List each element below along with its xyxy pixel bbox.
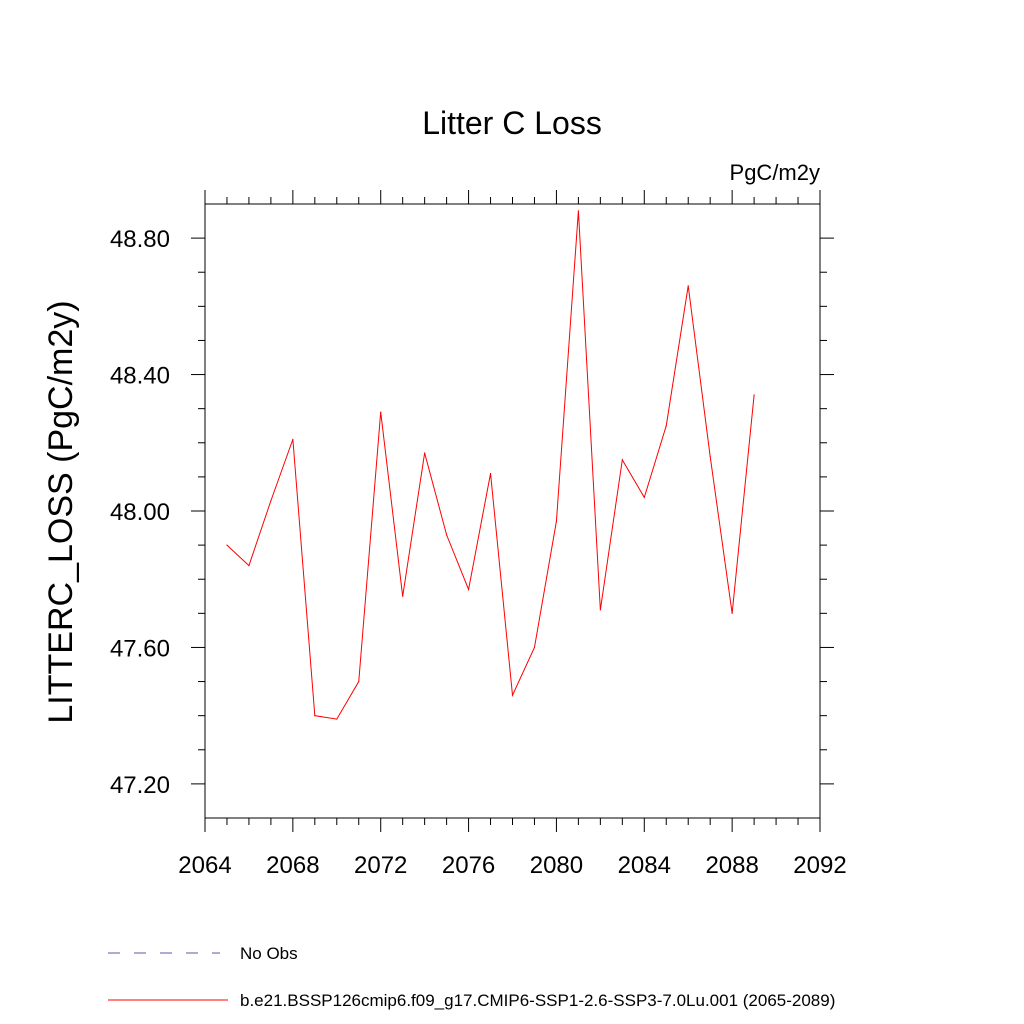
data-point — [533, 646, 536, 649]
data-point — [270, 500, 272, 502]
y-ticks: 47.20 47.60 48.00 48.40 48.80 — [110, 226, 834, 799]
data-point — [314, 715, 316, 717]
data-point — [489, 472, 492, 475]
data-point — [402, 595, 404, 597]
data-point — [665, 425, 667, 427]
series-line — [226, 210, 755, 720]
data-point — [731, 612, 733, 614]
data-point — [511, 694, 514, 696]
data-point — [292, 438, 294, 440]
data-point — [577, 210, 579, 212]
legend-label-series: b.e21.BSSP126cmip6.f09_g17.CMIP6-SSP1-2.… — [240, 991, 835, 1010]
data-point — [687, 285, 689, 287]
x-tick-label: 2084 — [618, 852, 671, 879]
x-ticks: 2064 2068 2072 2076 2080 2084 2088 2092 — [178, 190, 847, 879]
x-tick-label: 2072 — [354, 852, 407, 879]
legend: No Obs b.e21.BSSP126cmip6.f09_g17.CMIP6-… — [108, 944, 835, 1010]
x-tick-label: 2080 — [530, 852, 583, 879]
data-point — [599, 609, 601, 611]
x-tick-label: 2088 — [705, 852, 758, 879]
y-axis-label: LITTERC_LOSS (PgC/m2y) — [42, 300, 80, 723]
data-point — [336, 718, 338, 720]
series-group — [226, 210, 755, 720]
data-point — [226, 544, 228, 546]
x-tick-label: 2092 — [793, 852, 846, 879]
chart-title: Litter C Loss — [422, 105, 602, 141]
x-tick-label: 2064 — [178, 852, 231, 879]
y-tick-label: 48.40 — [110, 363, 170, 390]
data-point — [709, 455, 711, 458]
data-point — [446, 534, 448, 536]
y-tick-label: 48.80 — [110, 226, 170, 253]
y-tick-label: 48.00 — [110, 499, 170, 526]
data-point — [380, 411, 382, 413]
data-point — [248, 564, 250, 567]
legend-label-no-obs: No Obs — [240, 944, 298, 963]
units-label: PgC/m2y — [730, 160, 820, 185]
x-tick-label: 2068 — [266, 852, 319, 879]
data-point — [643, 496, 645, 498]
data-point — [467, 588, 470, 591]
plot-frame — [204, 203, 821, 819]
x-tick-label: 2076 — [442, 852, 495, 879]
y-tick-label: 47.60 — [110, 635, 170, 662]
data-point — [358, 680, 360, 683]
data-point — [555, 520, 558, 522]
y-tick-label: 47.20 — [110, 772, 170, 799]
data-point — [621, 459, 623, 461]
data-point — [753, 394, 755, 396]
data-point — [424, 452, 426, 454]
